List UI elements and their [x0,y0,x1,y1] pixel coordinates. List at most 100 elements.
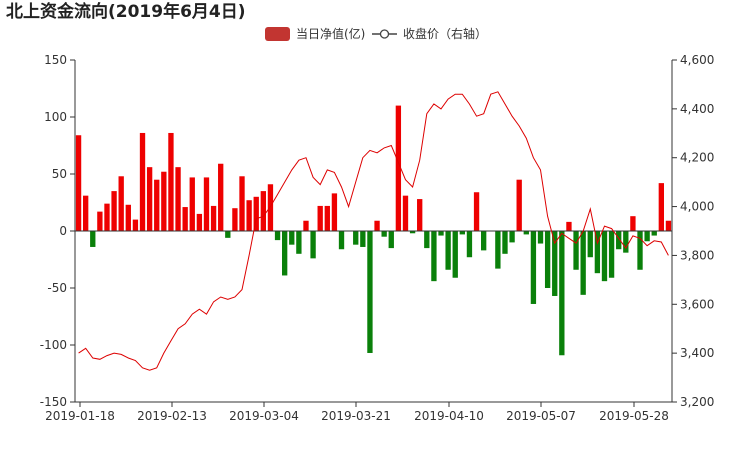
bar [594,231,601,274]
bar [559,231,565,356]
bar [651,231,657,236]
left-axis-tick-label: 50 [52,167,67,181]
bar [630,216,636,231]
bar [623,231,629,253]
x-axis-tick-label: 2019-01-18 [45,409,115,423]
right-axis-tick-label: 3,200 [680,395,714,409]
bar [409,231,416,234]
bar [253,196,259,231]
bar [523,231,529,235]
bar [509,231,515,243]
bar [161,171,167,231]
bar [175,167,181,231]
bar [644,231,650,242]
right-axis-tick-label: 4,000 [680,200,714,214]
bar [431,231,437,282]
bar [118,176,124,231]
bar [388,231,394,249]
left-axis-tick-label: 100 [44,110,67,124]
bar [566,221,572,231]
bar [502,231,508,254]
close-price-line [78,91,669,371]
bar [417,199,423,231]
bar [587,231,593,258]
plot-area: 150 100 50 0 -50 -100 -150 4,600 4,400 4,200 4,000… [40,53,715,423]
bar [289,231,295,245]
bar [537,231,544,244]
bar [544,231,551,288]
x-axis-tick-label: 2019-03-04 [229,409,299,423]
bar [665,220,672,231]
x-axis-tick-label: 2019-05-28 [599,409,669,423]
legend-line-marker [379,29,390,39]
bar [317,205,323,231]
bar [637,231,643,270]
left-axis-tick-label: 150 [44,53,67,67]
bar [466,231,473,258]
bar [260,191,266,231]
bar [608,231,615,278]
bar [75,135,82,231]
bar [395,105,402,231]
bar [573,231,579,270]
bar [97,211,103,231]
bar [225,231,231,238]
bar [438,231,444,236]
bar [530,231,537,304]
bar [90,231,96,247]
bar [267,184,274,231]
right-axis-tick-label: 3,800 [680,248,714,262]
bar [125,204,131,231]
x-axis-tick-label: 2019-05-07 [506,409,576,423]
legend-line-label: 收盘价（右轴） [403,26,487,41]
left-axis-tick-label: -50 [47,281,67,295]
bar [473,192,480,231]
bar [189,177,195,231]
bar [331,193,338,231]
x-axis-tick-label: 2019-03-21 [321,409,391,423]
legend-bar-swatch [265,27,290,41]
chart-legend[interactable]: 当日净值(亿) 收盘价（右轴） [265,26,487,41]
bar [580,231,586,295]
right-axis-tick-label: 3,600 [680,297,714,311]
bar [196,213,203,231]
legend-bar-label: 当日净值(亿) [296,26,365,41]
left-axis-tick-label: 0 [59,224,67,238]
bar [601,231,608,282]
bar [282,231,288,276]
bar [481,231,487,251]
bar [83,195,89,231]
x-axis-tick-label: 2019-04-10 [414,409,484,423]
bar [310,231,316,259]
bar [374,220,380,231]
bar [367,231,373,353]
bar [658,183,664,231]
bar [495,231,501,269]
bar [104,203,110,231]
bar [139,132,146,231]
bar [616,231,622,250]
bar [210,205,217,231]
left-axis-tick-label: -100 [40,338,67,352]
chart-title: 北上资金流向(2019年6月4日) [6,2,246,22]
right-axis-tick-label: 4,200 [680,151,714,165]
bar [218,163,224,231]
bar [445,231,451,270]
bar [338,231,345,250]
bar [360,231,366,247]
x-axis-tick-label: 2019-02-13 [137,409,207,423]
bar [552,231,558,296]
bar [182,207,188,231]
bar [239,176,245,231]
bar [303,220,309,231]
right-axis-tick-label: 4,400 [680,102,714,116]
bar [232,208,238,231]
bar [111,191,117,231]
bar [296,231,302,254]
bar [154,179,160,231]
bar [353,231,359,245]
bar [146,167,153,231]
bar [168,132,174,231]
right-axis-tick-label: 3,400 [680,346,714,360]
